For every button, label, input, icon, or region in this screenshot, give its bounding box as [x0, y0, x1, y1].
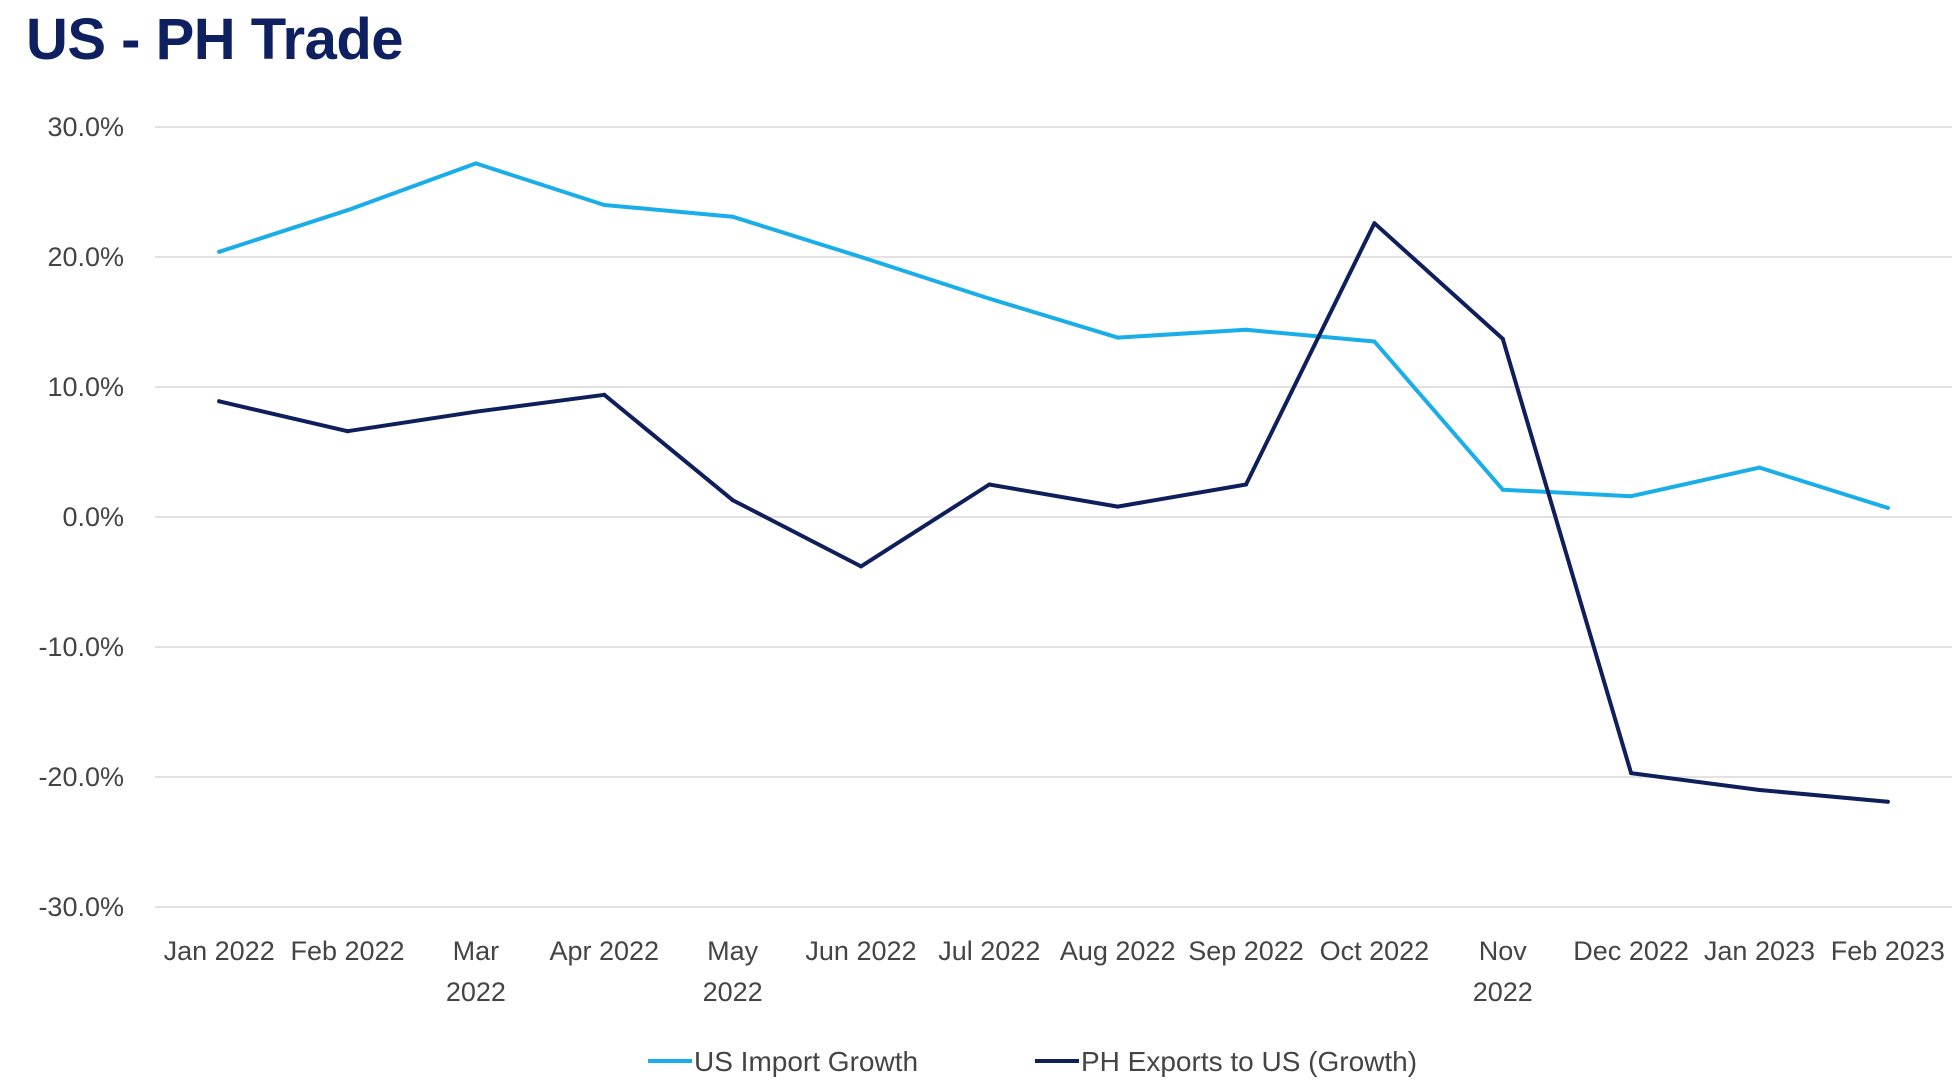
data-point: [858, 564, 863, 569]
x-tick-label: Nov 2022: [1473, 936, 1533, 1007]
x-tick-label: Jul 2022: [938, 936, 1040, 966]
legend-label: PH Exports to US (Growth): [1081, 1046, 1417, 1077]
data-point: [730, 498, 735, 503]
data-point: [987, 482, 992, 487]
data-point: [1500, 487, 1505, 492]
data-point: [473, 161, 478, 166]
data-point: [1757, 465, 1762, 470]
data-point: [473, 409, 478, 414]
data-point: [1115, 504, 1120, 509]
series-lines: [217, 161, 1890, 804]
data-point: [730, 214, 735, 219]
x-axis: Jan 2022 Feb 2022 Mar 2022 Apr 2022 May 2022 Ju…: [164, 936, 1945, 1007]
data-point: [1629, 771, 1634, 776]
series-line-1: [217, 161, 1890, 510]
legend: US Import Growth PH Exports to US (Growth…: [648, 1046, 1417, 1077]
data-point: [1372, 339, 1377, 344]
y-tick-label: 20.0%: [47, 242, 124, 272]
data-point: [602, 203, 607, 207]
series-line-2: [217, 221, 1890, 804]
data-point: [1629, 494, 1634, 499]
x-tick-label: Jan 2022: [164, 936, 275, 966]
y-tick-label: -20.0%: [38, 762, 124, 792]
x-tick-label: Apr 2022: [549, 936, 659, 966]
x-tick-label: Jan 2023: [1704, 936, 1815, 966]
data-point: [1244, 327, 1249, 332]
gridlines: [155, 126, 1952, 908]
x-tick-label: Mar 2022: [446, 936, 506, 1007]
data-point: [1372, 221, 1377, 226]
data-point: [1115, 335, 1120, 340]
data-point: [987, 296, 992, 301]
y-tick-label: 10.0%: [47, 372, 124, 402]
data-point: [345, 208, 350, 213]
data-point: [217, 249, 222, 254]
data-point: [1885, 799, 1890, 804]
x-tick-label: May 2022: [703, 936, 763, 1007]
y-tick-label: 30.0%: [47, 112, 124, 142]
x-tick-label: Dec 2022: [1573, 936, 1689, 966]
chart-title: US - PH Trade: [26, 7, 404, 72]
legend-label: US Import Growth: [694, 1046, 918, 1077]
x-tick-label: Oct 2022: [1320, 936, 1430, 966]
x-tick-label: Feb 2022: [290, 936, 404, 966]
data-point: [1244, 482, 1249, 487]
x-tick-label: Jun 2022: [805, 936, 916, 966]
data-point: [1885, 505, 1890, 510]
data-point: [858, 255, 863, 259]
x-tick-label: Aug 2022: [1060, 936, 1176, 966]
y-axis: 30.0% 20.0% 10.0% 0.0% -10.0% -20.0% -30.0%: [38, 112, 124, 922]
x-tick-label: Sep 2022: [1188, 936, 1304, 966]
data-point: [217, 399, 222, 404]
data-point: [1757, 788, 1762, 792]
y-tick-label: -10.0%: [38, 632, 124, 662]
y-tick-label: -30.0%: [38, 892, 124, 922]
data-point: [1500, 336, 1505, 341]
data-point: [602, 392, 607, 397]
x-tick-label: Feb 2023: [1831, 936, 1945, 966]
data-point: [345, 429, 350, 434]
y-tick-label: 0.0%: [62, 502, 124, 532]
